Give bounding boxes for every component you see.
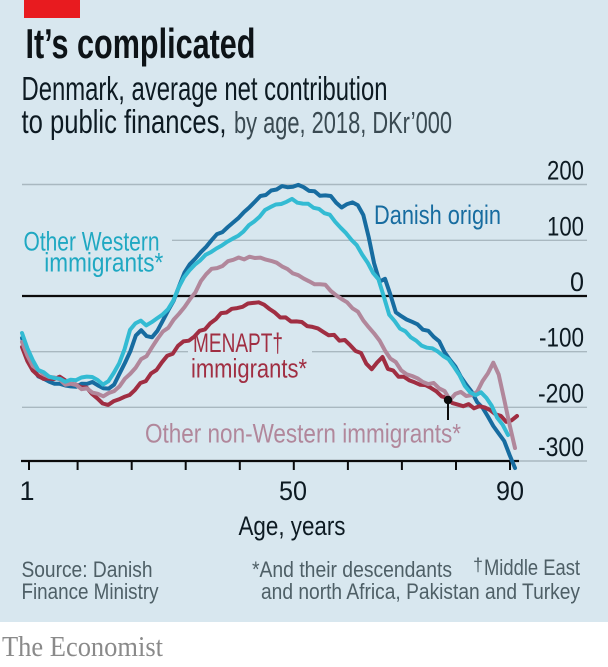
svg-text:100: 100 bbox=[547, 211, 584, 241]
svg-text:Other Western: Other Western bbox=[24, 227, 160, 257]
svg-text:200: 200 bbox=[547, 156, 584, 186]
svg-text:Other non-Western immigrants*: Other non-Western immigrants* bbox=[145, 419, 461, 449]
svg-text:and north Africa, Pakistan and: and north Africa, Pakistan and Turkey bbox=[261, 579, 580, 604]
svg-text:-300: -300 bbox=[538, 432, 584, 462]
svg-text:MENAPT†: MENAPT† bbox=[193, 328, 283, 358]
svg-text:Source: Danish: Source: Danish bbox=[22, 557, 153, 582]
svg-text:-100: -100 bbox=[539, 323, 584, 353]
svg-text:Age, years: Age, years bbox=[239, 511, 346, 541]
svg-text:It’s complicated: It’s complicated bbox=[26, 20, 256, 67]
svg-text:immigrants*: immigrants* bbox=[44, 248, 163, 278]
svg-text:The Economist: The Economist bbox=[2, 632, 163, 662]
svg-text:Danish origin: Danish origin bbox=[374, 200, 501, 230]
svg-text:by age, 2018, DKr’000: by age, 2018, DKr’000 bbox=[234, 105, 452, 140]
svg-text:immigrants*: immigrants* bbox=[191, 354, 307, 384]
svg-text:Finance Ministry: Finance Ministry bbox=[22, 579, 159, 604]
svg-text:1: 1 bbox=[19, 476, 34, 506]
svg-text:*And their descendants: *And their descendants bbox=[252, 557, 452, 582]
svg-text:-200: -200 bbox=[538, 378, 584, 408]
svg-text:0: 0 bbox=[570, 267, 584, 297]
svg-text:50: 50 bbox=[279, 476, 307, 506]
svg-text:to public finances,: to public finances, bbox=[22, 103, 227, 140]
svg-text:Middle East: Middle East bbox=[484, 555, 580, 580]
svg-text:90: 90 bbox=[496, 476, 524, 506]
svg-text:Denmark, average net contribut: Denmark, average net contribution bbox=[22, 70, 388, 107]
svg-text:†: † bbox=[473, 555, 483, 575]
